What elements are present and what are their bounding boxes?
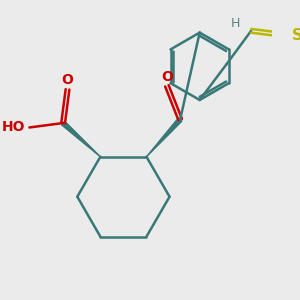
Text: HO: HO: [2, 121, 25, 134]
Polygon shape: [61, 121, 100, 157]
Text: H: H: [230, 17, 240, 30]
Text: S: S: [292, 28, 300, 43]
Text: O: O: [61, 74, 74, 88]
Text: O: O: [161, 70, 173, 84]
Polygon shape: [146, 118, 182, 157]
